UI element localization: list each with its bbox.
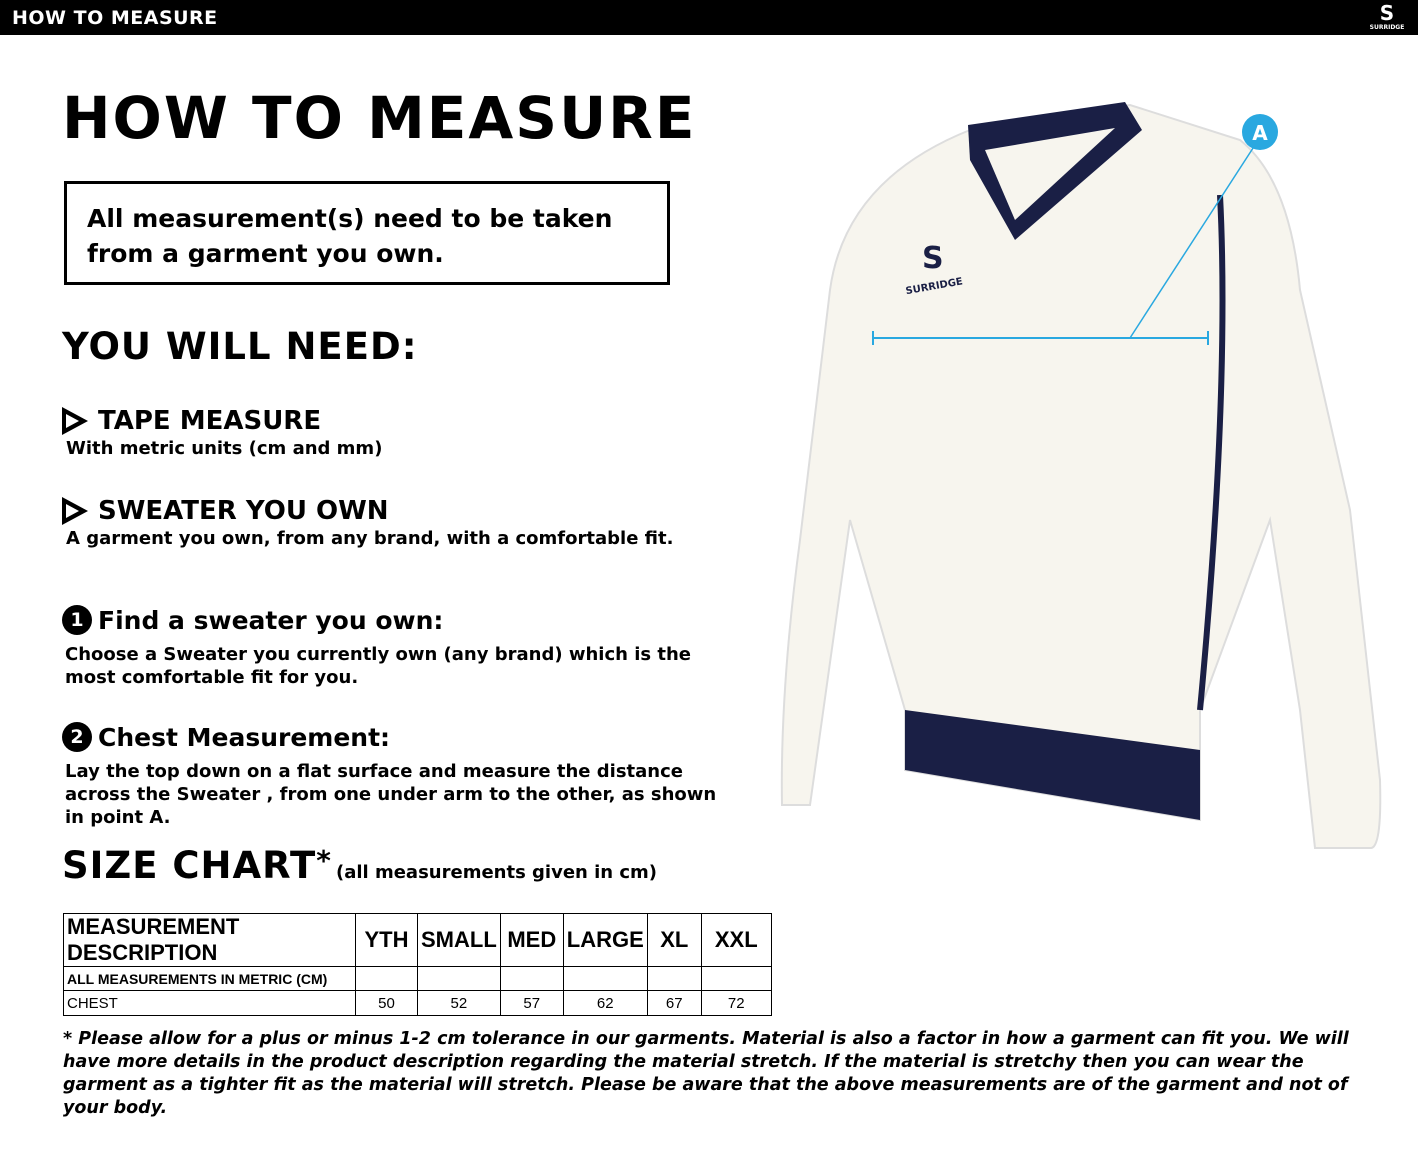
need-title: TAPE MEASURE — [98, 406, 322, 436]
you-will-need-heading: YOU WILL NEED: — [62, 325, 418, 368]
step-title: Find a sweater you own: — [98, 605, 444, 635]
size-chart-table: MEASUREMENT DESCRIPTION YTH SMALL MED LA… — [63, 913, 772, 1016]
surridge-logo: S SURRIDGE — [1369, 1, 1405, 31]
sweater-waistband — [905, 710, 1200, 820]
step-number: 2 — [62, 722, 92, 752]
need-sweater: SWEATER YOU OWN A garment you own, from … — [62, 496, 673, 549]
header-title: HOW TO MEASURE — [12, 7, 218, 29]
size-chart-note: (all measurements given in cm) — [335, 862, 658, 883]
sweater-illustration: SURRIDGE S A — [780, 102, 1382, 849]
table-subheader-row: ALL MEASUREMENTS IN METRIC (CM) — [63, 966, 772, 991]
step-2: 2 Chest Measurement: Lay the top down on … — [62, 722, 725, 829]
need-title: SWEATER YOU OWN — [98, 496, 389, 526]
table-header-row: MEASUREMENT DESCRIPTION YTH SMALL MED LA… — [63, 913, 772, 967]
step-desc: Choose a Sweater you currently own (any … — [65, 644, 691, 688]
step-1: 1 Find a sweater you own: Choose a Sweate… — [62, 605, 725, 689]
need-desc: A garment you own, from any brand, with … — [66, 528, 674, 549]
notice-box: All measurement(s) need to be taken from… — [64, 181, 670, 285]
footnote: * Please allow for a plus or minus 1-2 c… — [63, 1029, 1349, 1118]
size-chart-heading: SIZE CHART* (all measurements given in c… — [62, 844, 658, 887]
play-arrow-icon — [62, 497, 88, 525]
need-desc: With metric units (cm and mm) — [66, 438, 383, 459]
step-title: Chest Measurement: — [98, 722, 391, 752]
play-arrow-icon — [62, 407, 88, 435]
point-a-marker — [1242, 114, 1278, 150]
sweater-body — [780, 103, 1382, 849]
step-number: 1 — [62, 605, 92, 635]
top-bar: HOW TO MEASURE S SURRIDGE — [0, 0, 1418, 35]
garment-logo-icon: S — [922, 241, 944, 276]
step-desc: Lay the top down on a flat surface and m… — [65, 761, 717, 828]
callout-line — [1129, 144, 1256, 339]
table-row: CHEST 50 52 57 62 67 72 — [63, 990, 772, 1016]
need-tape-measure: TAPE MEASURE With metric units (cm and m… — [62, 406, 382, 459]
sweater-side-panel — [1197, 194, 1226, 711]
point-a-label: A — [1252, 121, 1268, 145]
page-title: HOW TO MEASURE — [62, 84, 697, 152]
